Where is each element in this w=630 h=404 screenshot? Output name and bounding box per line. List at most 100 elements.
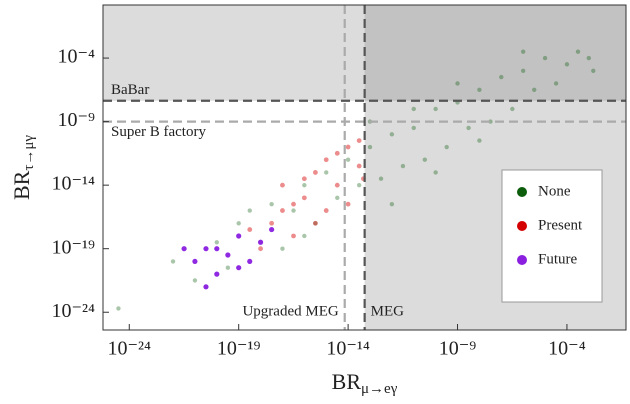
x-tick-label: 10⁻¹⁹ bbox=[217, 338, 261, 360]
point bbox=[301, 176, 307, 182]
y-axis-label: BRτ→μγ bbox=[9, 135, 37, 200]
point bbox=[301, 195, 307, 201]
y-tick-label: 10⁻²⁴ bbox=[51, 300, 95, 322]
point bbox=[367, 144, 373, 150]
point bbox=[170, 259, 176, 264]
point bbox=[477, 138, 482, 143]
point bbox=[356, 182, 362, 188]
point bbox=[269, 220, 275, 226]
point bbox=[181, 246, 187, 252]
legend-label: None bbox=[538, 183, 571, 199]
point bbox=[520, 49, 526, 54]
point bbox=[400, 163, 406, 169]
point bbox=[236, 221, 241, 226]
point bbox=[345, 144, 351, 150]
limit-label: Super B factory bbox=[111, 124, 206, 140]
point bbox=[532, 87, 537, 92]
point bbox=[312, 220, 318, 226]
point bbox=[247, 227, 253, 232]
point bbox=[433, 170, 438, 175]
point bbox=[345, 157, 351, 162]
point bbox=[323, 157, 329, 163]
point bbox=[247, 258, 253, 265]
point bbox=[280, 246, 285, 251]
point bbox=[356, 138, 362, 144]
point bbox=[302, 182, 307, 188]
double-excluded-region bbox=[364, 5, 626, 101]
point bbox=[564, 62, 570, 67]
point bbox=[411, 125, 416, 131]
point bbox=[542, 55, 548, 61]
point bbox=[247, 208, 252, 213]
point bbox=[291, 208, 296, 213]
point bbox=[257, 239, 264, 245]
point bbox=[575, 49, 581, 54]
point bbox=[236, 265, 242, 271]
y-tick-label: 10⁻¹⁹ bbox=[51, 236, 95, 258]
legend-label: Present bbox=[538, 217, 583, 233]
point bbox=[520, 68, 526, 73]
x-label-sub: μ→eγ bbox=[361, 381, 398, 397]
point bbox=[411, 106, 416, 112]
limit-label: BaBar bbox=[111, 82, 149, 98]
point bbox=[225, 252, 231, 258]
point bbox=[335, 195, 340, 201]
point bbox=[323, 208, 329, 213]
point bbox=[302, 233, 307, 239]
point bbox=[510, 106, 515, 112]
point bbox=[334, 150, 340, 156]
x-tick-label: 10⁻¹⁴ bbox=[326, 338, 370, 360]
point bbox=[477, 87, 482, 92]
legend-marker bbox=[517, 221, 527, 231]
point bbox=[553, 81, 559, 86]
point bbox=[116, 306, 121, 311]
point bbox=[586, 55, 592, 61]
point bbox=[356, 163, 362, 169]
point bbox=[291, 201, 296, 207]
limit-label: Upgraded MEG bbox=[242, 303, 338, 319]
point bbox=[269, 226, 275, 233]
legend-marker bbox=[517, 255, 527, 265]
point bbox=[214, 246, 220, 252]
y-label-main: BR bbox=[9, 170, 34, 200]
point bbox=[269, 201, 274, 207]
point bbox=[203, 246, 209, 252]
point bbox=[280, 182, 285, 188]
point bbox=[214, 240, 220, 245]
point bbox=[291, 233, 296, 239]
point bbox=[312, 170, 318, 175]
legend-label: Future bbox=[538, 251, 578, 267]
point bbox=[455, 81, 460, 86]
x-tick-label: 10⁻²⁴ bbox=[108, 338, 152, 360]
point bbox=[389, 201, 395, 207]
point bbox=[466, 125, 471, 131]
point bbox=[225, 265, 231, 270]
x-tick-label: 10⁻⁴ bbox=[548, 338, 586, 360]
point bbox=[192, 278, 198, 283]
point bbox=[591, 68, 596, 73]
point bbox=[422, 157, 428, 162]
legend-marker bbox=[517, 187, 527, 197]
point bbox=[433, 106, 438, 112]
y-tick-label: 10⁻⁹ bbox=[57, 109, 95, 131]
point bbox=[334, 182, 340, 188]
point bbox=[214, 271, 220, 277]
point bbox=[313, 221, 318, 226]
y-label-sub: τ→μγ bbox=[21, 135, 37, 171]
point bbox=[444, 144, 449, 150]
x-label-main: BR bbox=[332, 369, 362, 394]
allowed-region bbox=[103, 100, 365, 330]
point bbox=[192, 258, 198, 265]
point bbox=[499, 74, 504, 80]
y-tick-label: 10⁻¹⁴ bbox=[51, 173, 95, 195]
limit-label: MEG bbox=[371, 303, 405, 319]
point bbox=[345, 201, 351, 207]
x-axis-label: BRμ→eγ bbox=[332, 369, 398, 397]
point bbox=[378, 176, 384, 181]
plot-frame bbox=[102, 4, 627, 331]
point bbox=[258, 246, 263, 252]
x-tick-label: 10⁻⁹ bbox=[439, 338, 477, 360]
point bbox=[389, 132, 395, 137]
point bbox=[280, 208, 285, 213]
